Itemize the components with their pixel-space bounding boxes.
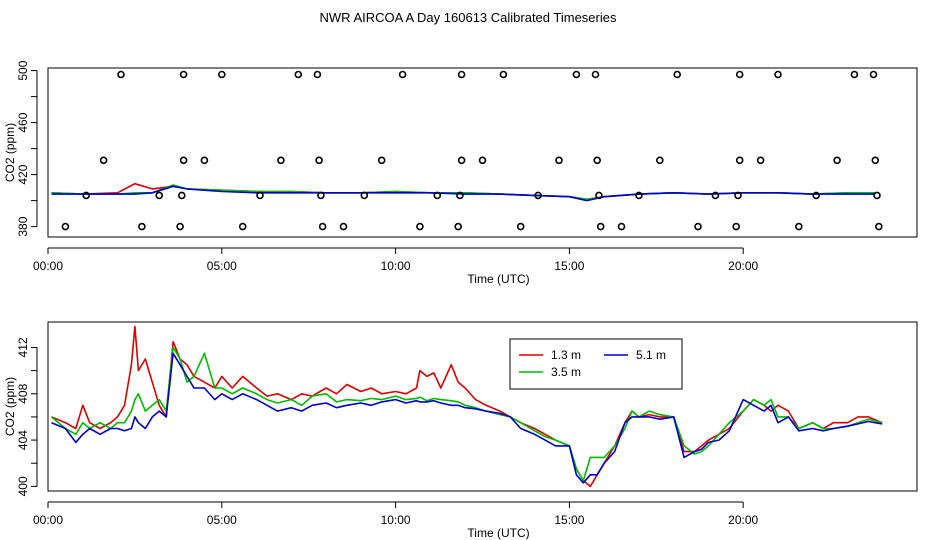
series-line	[51, 185, 876, 202]
calibration-marker	[871, 156, 880, 165]
calibration-marker	[735, 156, 744, 165]
calibration-marker	[176, 222, 184, 231]
calibration-marker	[277, 156, 285, 165]
calibration-marker	[869, 70, 878, 79]
calibration-marker	[179, 156, 188, 165]
x-tick-label: 20:00	[728, 259, 758, 273]
calibration-marker	[655, 156, 664, 165]
calibration-marker	[179, 70, 188, 79]
y-tick-label: 460	[16, 112, 30, 132]
calibration-marker	[734, 191, 742, 200]
y-axis-label: CO2 (ppm)	[3, 123, 17, 182]
calibration-marker	[499, 70, 508, 79]
y-tick-label: 408	[16, 383, 30, 403]
calibration-marker	[61, 222, 70, 231]
legend-label: 1.3 m	[551, 348, 581, 362]
calibration-marker	[339, 222, 348, 231]
calibration-marker	[673, 70, 682, 79]
calibration-marker	[294, 70, 303, 79]
x-tick-label: 20:00	[728, 513, 758, 527]
calibration-marker	[595, 191, 603, 200]
calibration-marker	[873, 191, 881, 200]
legend-label: 5.1 m	[636, 348, 666, 362]
calibration-marker	[377, 156, 386, 165]
calibration-marker	[318, 222, 327, 231]
calibration-marker	[874, 222, 883, 231]
calibration-marker	[534, 191, 542, 200]
calibration-marker	[711, 191, 720, 200]
calibration-marker	[735, 70, 744, 79]
calibration-marker	[315, 156, 323, 165]
calibration-marker	[313, 70, 322, 79]
calibration-marker	[82, 191, 90, 200]
calibration-marker	[756, 156, 765, 165]
calibration-marker	[398, 70, 407, 79]
calibration-marker	[694, 222, 702, 231]
legend-box	[509, 338, 683, 390]
x-tick-label: 15:00	[554, 259, 584, 273]
calibration-marker	[416, 222, 424, 231]
calibration-marker	[457, 70, 466, 79]
x-tick-label: 00:00	[33, 259, 63, 273]
calibration-marker	[454, 222, 463, 231]
y-axis-label: CO2 (ppm)	[3, 377, 17, 436]
series-line	[51, 352, 883, 484]
calibration-marker	[360, 191, 369, 200]
x-tick-label: 05:00	[207, 259, 237, 273]
x-tick-label: 10:00	[381, 513, 411, 527]
legend-label: 3.5 m	[551, 365, 581, 379]
calibration-marker	[774, 70, 782, 79]
calibration-marker	[200, 156, 209, 165]
calibration-marker	[117, 70, 125, 79]
series-line	[50, 346, 883, 482]
y-tick-label: 380	[16, 216, 30, 236]
top-panel-timeseries: 00:00 05:00 10:00 15:00 20:00 Time (UTC) 380 42…	[3, 60, 918, 286]
x-tick-label: 10:00	[381, 259, 411, 273]
calibration-marker	[555, 156, 563, 165]
calibration-marker	[138, 222, 146, 231]
calibration-marker	[456, 191, 464, 200]
y-tick-label: 400	[16, 476, 30, 496]
calibration-marker	[238, 222, 247, 231]
bottom-panel-timeseries: 00:00 05:00 10:00 15:00 20:00 Time (UTC) 400 40…	[3, 321, 918, 540]
y-tick-label: 412	[16, 337, 30, 357]
figure-title: NWR AIRCOA A Day 160613 Calibrated Times…	[320, 10, 617, 25]
calibration-marker	[833, 156, 841, 165]
x-tick-label: 05:00	[207, 513, 237, 527]
y-tick-label: 404	[16, 430, 30, 450]
calibration-marker	[218, 70, 226, 79]
y-tick-label: 420	[16, 164, 30, 184]
x-tick-label: 00:00	[33, 513, 63, 527]
calibration-marker	[617, 222, 626, 231]
calibration-marker	[596, 222, 605, 231]
calibration-marker	[256, 191, 264, 200]
calibration-marker	[812, 191, 821, 200]
calibration-marker	[516, 222, 525, 231]
calibration-marker	[591, 70, 600, 79]
x-axis-label: Time (UTC)	[467, 526, 529, 540]
y-tick-label: 500	[16, 60, 30, 80]
calibration-marker	[478, 156, 487, 165]
calibration-marker	[635, 191, 643, 200]
calibration-marker	[178, 191, 186, 200]
calibration-marker	[850, 70, 859, 79]
x-axis-label: Time (UTC)	[467, 272, 529, 286]
calibration-marker	[794, 222, 803, 231]
calibration-marker	[155, 191, 163, 200]
calibration-marker	[317, 191, 325, 200]
series-line	[51, 325, 883, 488]
calibration-marker	[732, 222, 741, 231]
x-tick-label: 15:00	[554, 513, 584, 527]
calibration-marker	[457, 156, 466, 165]
calibration-marker	[433, 191, 442, 200]
plot-frame	[47, 321, 918, 492]
legend: 1.3 m 3.5 m 5.1 m	[509, 338, 683, 390]
plot-frame	[47, 67, 918, 238]
calibration-marker	[593, 156, 602, 165]
calibration-marker	[572, 70, 581, 79]
calibration-marker	[99, 156, 108, 165]
